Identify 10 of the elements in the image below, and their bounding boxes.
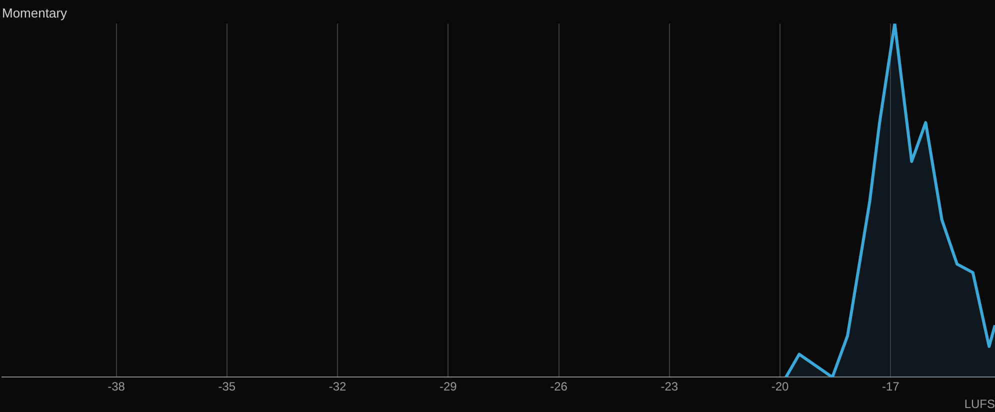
x-tick-label: -26 (550, 380, 568, 394)
x-axis-title: LUFS (964, 397, 995, 412)
x-tick-label: -38 (108, 380, 126, 394)
x-tick-label: -32 (328, 380, 347, 394)
x-tick-label: -29 (439, 380, 458, 394)
x-tick-label: -23 (660, 380, 678, 394)
x-tick-label: -35 (218, 380, 236, 394)
x-tick-label: -20 (771, 380, 790, 394)
x-tick-label: -17 (882, 380, 900, 394)
chart-title: Momentary (2, 5, 68, 20)
